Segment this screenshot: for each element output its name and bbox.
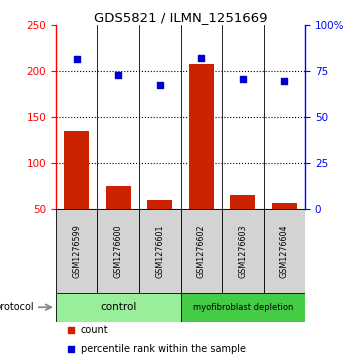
Text: GSM1276601: GSM1276601 bbox=[155, 224, 164, 278]
Point bbox=[68, 346, 74, 352]
Point bbox=[240, 76, 245, 82]
Bar bbox=[106, 186, 131, 209]
Text: GSM1276603: GSM1276603 bbox=[238, 224, 247, 278]
Point bbox=[157, 82, 162, 88]
Bar bbox=[272, 203, 297, 209]
Bar bbox=[189, 64, 214, 209]
Point bbox=[199, 54, 204, 60]
Bar bbox=[64, 131, 89, 209]
Text: control: control bbox=[100, 302, 136, 312]
Point bbox=[116, 72, 121, 78]
Title: GDS5821 / ILMN_1251669: GDS5821 / ILMN_1251669 bbox=[94, 11, 267, 24]
Text: GSM1276600: GSM1276600 bbox=[114, 224, 123, 278]
Bar bbox=[139, 209, 180, 293]
Bar bbox=[180, 293, 305, 322]
Text: protocol: protocol bbox=[0, 302, 34, 312]
Bar bbox=[230, 195, 255, 209]
Bar bbox=[56, 293, 180, 322]
Bar bbox=[180, 209, 222, 293]
Point bbox=[68, 327, 74, 333]
Point bbox=[282, 78, 287, 84]
Text: percentile rank within the sample: percentile rank within the sample bbox=[81, 344, 246, 354]
Text: GSM1276602: GSM1276602 bbox=[197, 224, 206, 278]
Bar bbox=[147, 200, 172, 209]
Bar bbox=[222, 209, 264, 293]
Bar bbox=[264, 209, 305, 293]
Text: GSM1276599: GSM1276599 bbox=[72, 224, 81, 278]
Bar bbox=[97, 209, 139, 293]
Text: count: count bbox=[81, 325, 109, 335]
Point bbox=[74, 57, 80, 62]
Text: myofibroblast depletion: myofibroblast depletion bbox=[192, 303, 293, 312]
Bar bbox=[56, 209, 97, 293]
Text: GSM1276604: GSM1276604 bbox=[280, 224, 289, 278]
